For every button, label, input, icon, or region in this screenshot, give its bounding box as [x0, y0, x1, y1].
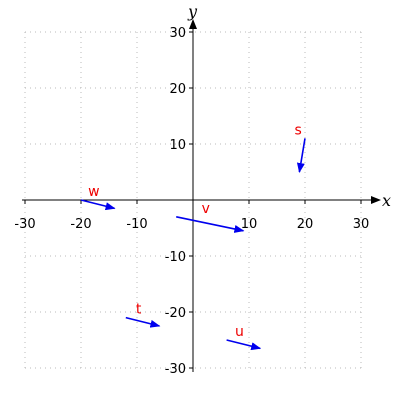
x-tick-label: 30	[353, 217, 370, 232]
x-tick-label: -30	[14, 217, 35, 232]
y-tick-label: -30	[165, 362, 186, 377]
vector-u-label: u	[235, 324, 244, 340]
y-tick-label: 10	[169, 138, 186, 153]
vector-w: w	[80, 184, 116, 211]
vector-v-label: v	[202, 201, 210, 217]
y-axis-title: y	[187, 2, 198, 21]
vector-t-arrow	[125, 316, 161, 328]
x-tick-label: -10	[126, 217, 147, 232]
vector-s-arrow	[296, 138, 306, 173]
vector-s-label: s	[295, 122, 302, 138]
vector-u: u	[226, 324, 262, 351]
y-tick-label: 30	[169, 26, 186, 41]
vector-t: t	[125, 302, 161, 328]
vector-w-label: w	[88, 184, 99, 200]
ticks: -30 -20 -10 10 20 30 -30 -20 -10 10 20 30	[14, 26, 369, 377]
axes: x y	[22, 2, 391, 372]
vector-t-label: t	[136, 302, 142, 318]
x-tick-label: 20	[297, 217, 314, 232]
x-axis-title: x	[382, 191, 391, 210]
y-tick-label: -20	[165, 306, 186, 321]
vector-s: s	[295, 122, 306, 173]
x-tick-label: -20	[70, 217, 91, 232]
y-tick-label: -10	[165, 250, 186, 265]
x-tick-label: 10	[241, 217, 258, 232]
vectors: s w v t u	[80, 122, 306, 351]
vector-w-arrow	[80, 199, 116, 211]
y-tick-label: 20	[169, 82, 186, 97]
vector-u-arrow	[226, 339, 262, 351]
vector-v-arrow	[176, 216, 245, 233]
vector-v: v	[176, 201, 245, 233]
